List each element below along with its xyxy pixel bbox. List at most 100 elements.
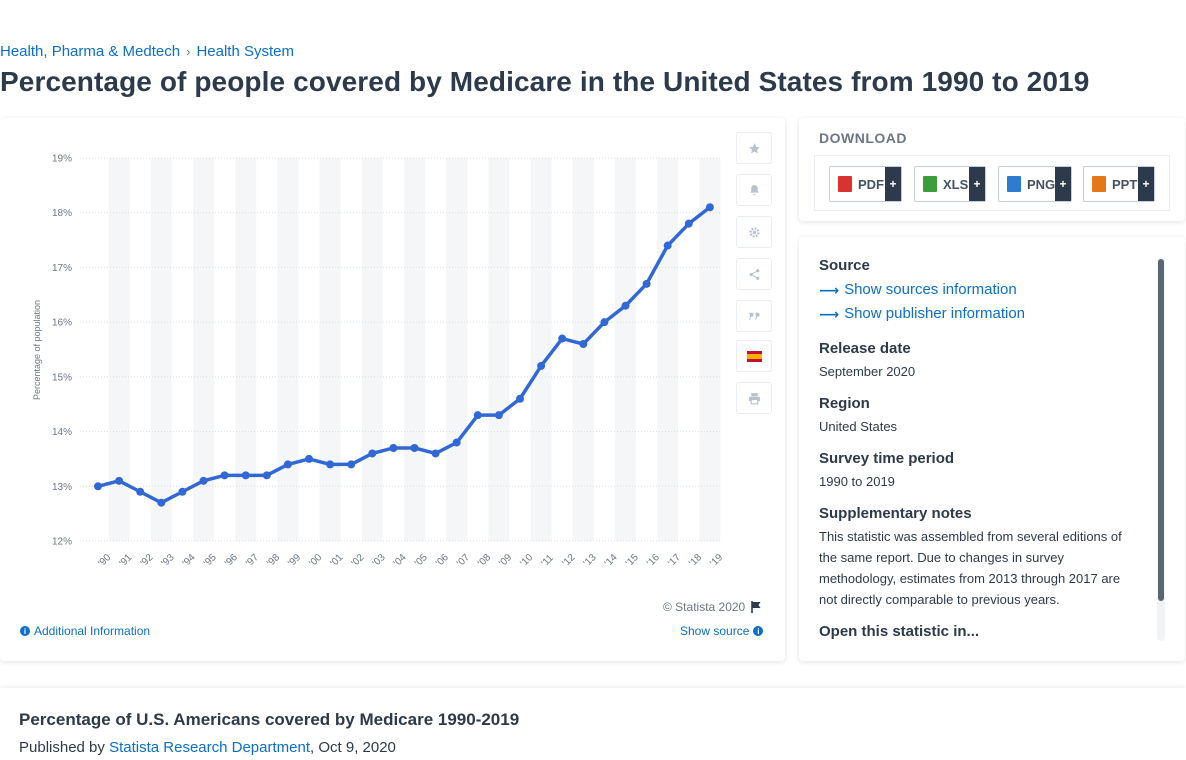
x-tick-label: '19	[708, 552, 725, 569]
x-tick-label: '05	[413, 552, 430, 569]
data-point	[663, 241, 672, 250]
data-point	[241, 471, 250, 480]
data-point	[579, 340, 588, 349]
notification-button[interactable]	[736, 174, 772, 206]
column-band	[446, 158, 468, 541]
show-sources-link[interactable]: ⟶ Show sources information	[819, 278, 1139, 302]
data-point	[368, 449, 377, 458]
settings-button[interactable]	[736, 216, 772, 248]
x-tick-label: '16	[645, 552, 662, 569]
download-png-label: PNG	[1027, 176, 1056, 192]
x-tick-label: '04	[392, 552, 409, 569]
data-point	[115, 476, 124, 485]
statistic-subtitle: Percentage of U.S. Americans covered by …	[19, 710, 520, 729]
share-button[interactable]	[736, 258, 772, 290]
xls-file-icon	[923, 176, 937, 192]
chart-card: 12% 13% 14% 15% 16% 17% 18% 19% Percentage of po…	[0, 118, 785, 661]
column-band	[530, 158, 552, 541]
y-tick-label: 15%	[52, 372, 72, 383]
show-source-label: Show source	[680, 624, 750, 638]
x-tick-label: '02	[350, 552, 367, 569]
download-buttons: PDF + XLS + PNG + PPT +	[814, 155, 1170, 211]
download-xls-plus[interactable]: +	[969, 167, 985, 201]
star-icon	[748, 142, 760, 153]
breadcrumb: Health, Pharma & Medtech › Health System	[0, 43, 294, 60]
publisher-link[interactable]: Statista Research Department	[109, 739, 311, 756]
column-band	[404, 158, 425, 541]
column-band	[150, 158, 172, 541]
column-band	[319, 158, 341, 541]
print-button[interactable]	[736, 382, 772, 414]
data-point	[283, 460, 292, 469]
download-png-button[interactable]: PNG +	[998, 166, 1072, 202]
show-source-link[interactable]: Show source i	[680, 624, 764, 638]
breadcrumb-item-health-system[interactable]: Health System	[196, 43, 294, 60]
data-point	[705, 203, 714, 212]
x-tick-label: '07	[455, 552, 472, 569]
column-band	[361, 158, 383, 541]
x-tick-label: '12	[561, 552, 578, 569]
show-publisher-link[interactable]: ⟶ Show publisher information	[819, 302, 1139, 326]
download-pdf-button[interactable]: PDF +	[829, 166, 902, 202]
column-band	[235, 158, 257, 541]
data-point	[621, 301, 630, 310]
x-tick-label: '94	[181, 552, 198, 569]
source-heading: Source	[819, 257, 870, 274]
language-button[interactable]	[736, 340, 772, 372]
x-tick-label: '13	[582, 552, 599, 569]
publish-date: , Oct 9, 2020	[310, 739, 396, 756]
download-ppt-button[interactable]: PPT +	[1083, 166, 1155, 202]
x-tick-label: '06	[434, 552, 451, 569]
data-point	[220, 471, 229, 480]
page-title: Percentage of people covered by Medicare…	[0, 66, 1090, 97]
scrollbar-thumb[interactable]	[1158, 259, 1164, 601]
download-pdf-plus[interactable]: +	[885, 167, 901, 201]
download-ppt-plus[interactable]: +	[1138, 167, 1154, 201]
download-card: DOWNLOAD PDF + XLS + PNG + PPT +	[799, 118, 1185, 221]
download-ppt-label: PPT	[1112, 176, 1138, 192]
data-point	[558, 334, 567, 343]
share-icon	[749, 268, 759, 280]
flag-icon[interactable]	[751, 601, 762, 613]
x-tick-label: '09	[497, 552, 514, 569]
y-tick-label: 18%	[52, 208, 72, 219]
bell-icon	[749, 184, 759, 195]
data-point	[157, 498, 166, 507]
info-icon: i	[20, 626, 30, 636]
x-tick-label: '17	[666, 552, 683, 569]
supplementary-notes-heading: Supplementary notes	[819, 505, 972, 522]
cite-button[interactable]	[736, 300, 772, 332]
data-point	[642, 279, 651, 288]
open-statistic-heading[interactable]: Open this statistic in...	[819, 623, 980, 640]
region-value: United States	[819, 419, 898, 434]
x-tick-label: '98	[265, 552, 282, 569]
column-band	[657, 158, 679, 541]
y-tick-label: 12%	[52, 537, 72, 548]
x-tick-label: '08	[476, 552, 493, 569]
breadcrumb-item-health[interactable]: Health, Pharma & Medtech	[0, 43, 181, 60]
x-tick-label: '15	[624, 552, 641, 569]
x-tick-label: '99	[286, 552, 303, 569]
x-tick-label: '96	[223, 552, 240, 569]
data-point	[494, 411, 503, 420]
additional-information-link[interactable]: i Additional Information	[20, 624, 150, 638]
x-tick-label: '93	[160, 552, 177, 569]
data-point	[516, 394, 524, 403]
details-scrollbar[interactable]	[1157, 257, 1165, 641]
x-tick-label: '90	[96, 552, 113, 569]
data-point	[537, 361, 546, 370]
statistic-details: Source ⟶ Show sources information ⟶ Show…	[819, 257, 1139, 641]
column-band	[193, 158, 214, 541]
favorite-button[interactable]	[736, 132, 772, 164]
publication-info: Percentage of U.S. Americans covered by …	[0, 688, 1186, 760]
download-xls-button[interactable]: XLS +	[914, 166, 986, 202]
line-chart: 12% 13% 14% 15% 16% 17% 18% 19% Percentage of po…	[32, 154, 726, 570]
download-png-plus[interactable]: +	[1055, 167, 1071, 201]
y-tick-label: 17%	[52, 263, 72, 274]
survey-period-heading: Survey time period	[819, 450, 955, 467]
y-axis-label: Percentage of population	[32, 300, 42, 400]
published-by-label: Published by	[19, 739, 105, 756]
data-point	[136, 487, 145, 496]
print-icon	[748, 392, 760, 404]
show-publisher-label: Show publisher information	[844, 305, 1026, 322]
